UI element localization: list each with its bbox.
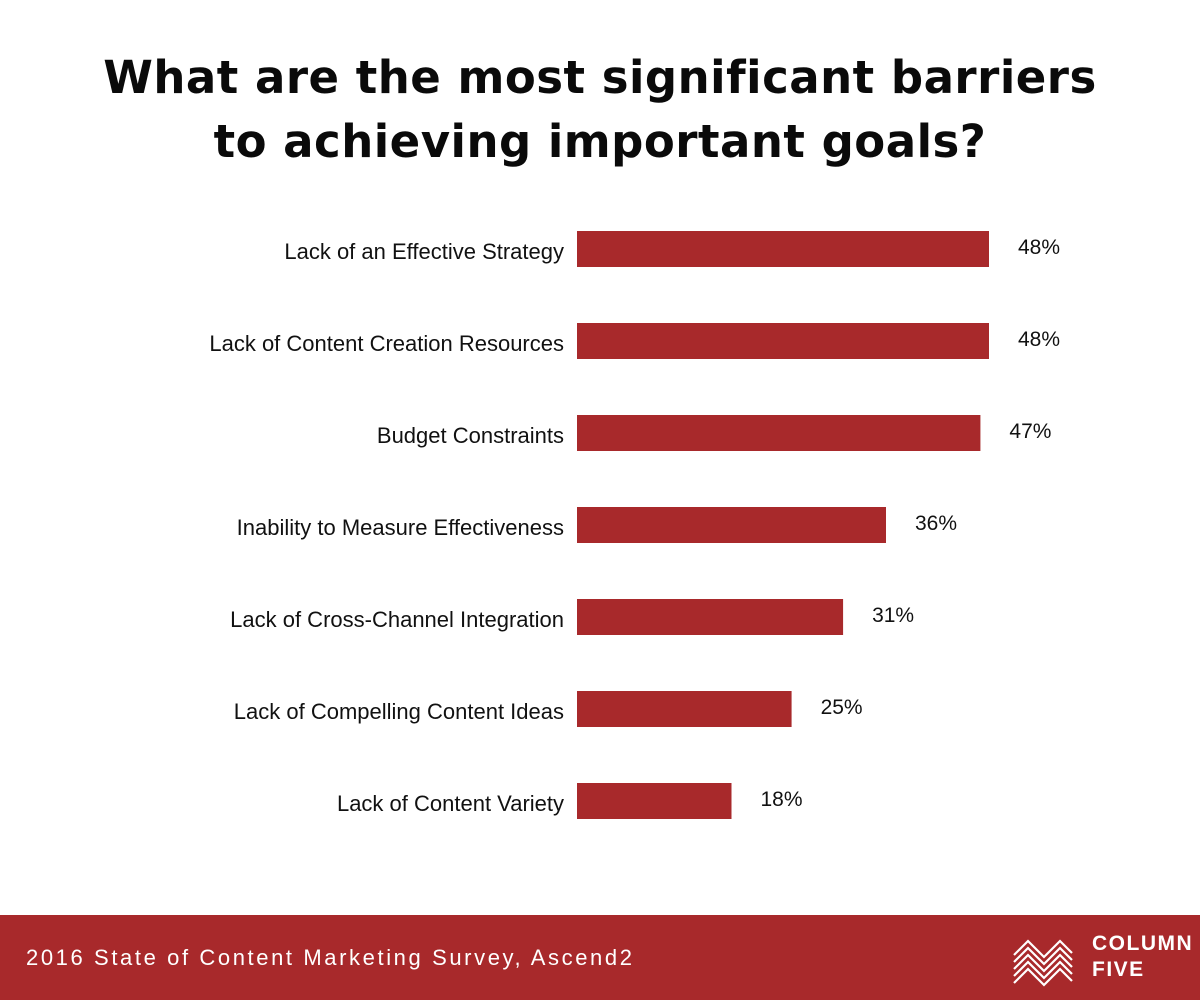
bar <box>577 231 989 267</box>
bar <box>577 323 989 359</box>
category-label: Lack of an Effective Strategy <box>284 239 564 264</box>
data-label: 47% <box>1009 420 1051 443</box>
data-label: 25% <box>821 696 863 719</box>
bar <box>577 415 981 451</box>
chart-title: What are the most significant barriers t… <box>0 46 1200 174</box>
data-label: 18% <box>761 788 803 811</box>
chart-title-line-1: What are the most significant barriers <box>103 51 1097 104</box>
category-label: Lack of Compelling Content Ideas <box>234 699 564 724</box>
category-label: Lack of Content Variety <box>337 791 564 816</box>
footer-bar: 2016 State of Content Marketing Survey, … <box>0 915 1200 1000</box>
bar <box>577 691 792 727</box>
logo-wordmark: COLUMN FIVE <box>1092 931 1193 983</box>
bar <box>577 507 886 543</box>
column-five-logo: COLUMN FIVE <box>1010 929 1192 989</box>
category-label: Budget Constraints <box>377 423 564 448</box>
data-label: 48% <box>1018 328 1060 351</box>
logo-word-1: COLUMN <box>1092 932 1194 955</box>
source-credit: 2016 State of Content Marketing Survey, … <box>26 945 635 970</box>
data-label: 48% <box>1018 236 1060 259</box>
category-label: Inability to Measure Effectiveness <box>237 515 564 540</box>
data-label: 31% <box>872 604 914 627</box>
chart-title-line-2: to achieving important goals? <box>213 115 987 168</box>
logo-word-2: FIVE <box>1092 958 1145 981</box>
bar-chart: Lack of an Effective Strategy 48% Lack of … <box>209 231 1060 819</box>
bar <box>577 599 844 635</box>
data-label: 36% <box>915 512 957 535</box>
column-five-logo-mark-icon <box>1013 939 1073 987</box>
bar <box>577 783 732 819</box>
category-label: Lack of Cross-Channel Integration <box>230 607 564 632</box>
category-label: Lack of Content Creation Resources <box>209 331 564 356</box>
